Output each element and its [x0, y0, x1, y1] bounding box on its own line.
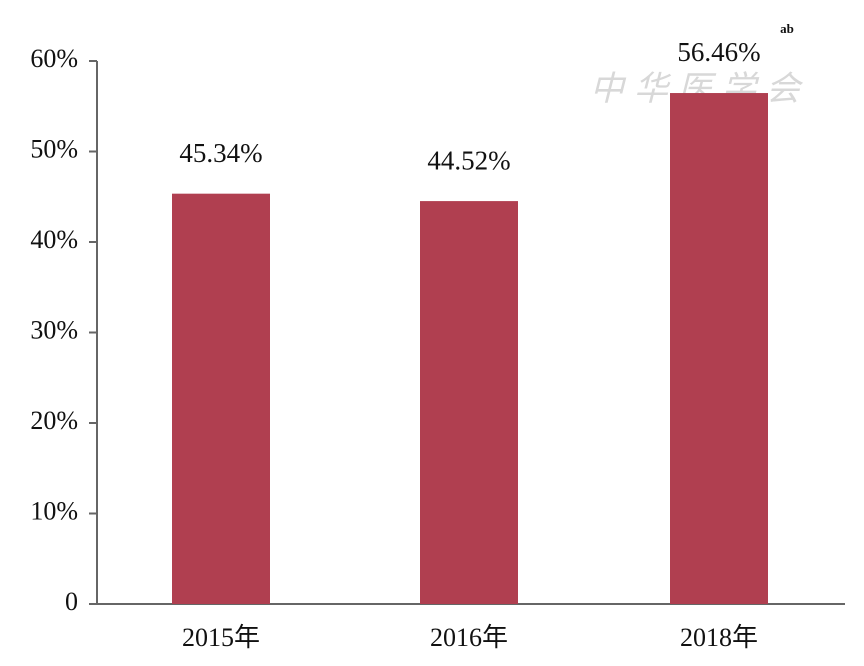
value-label: 45.34%	[179, 138, 262, 168]
annotation: ab	[780, 21, 794, 36]
y-tick-label: 40%	[30, 225, 78, 254]
bar	[670, 93, 768, 605]
x-tick-label: 2015年	[182, 623, 260, 652]
y-tick-label: 0	[65, 587, 78, 616]
value-label: 44.52%	[427, 145, 510, 175]
y-tick-label: 20%	[30, 406, 78, 435]
x-tick-label: 2018年	[680, 623, 758, 652]
y-tick-label: 60%	[30, 44, 78, 73]
x-tick-label: 2016年	[430, 623, 508, 652]
value-label: 56.46%	[677, 37, 760, 67]
y-tick-label: 50%	[30, 134, 78, 163]
bar	[172, 193, 270, 604]
y-tick-label: 10%	[30, 496, 78, 525]
y-tick-label: 30%	[30, 315, 78, 344]
bar	[420, 201, 518, 604]
